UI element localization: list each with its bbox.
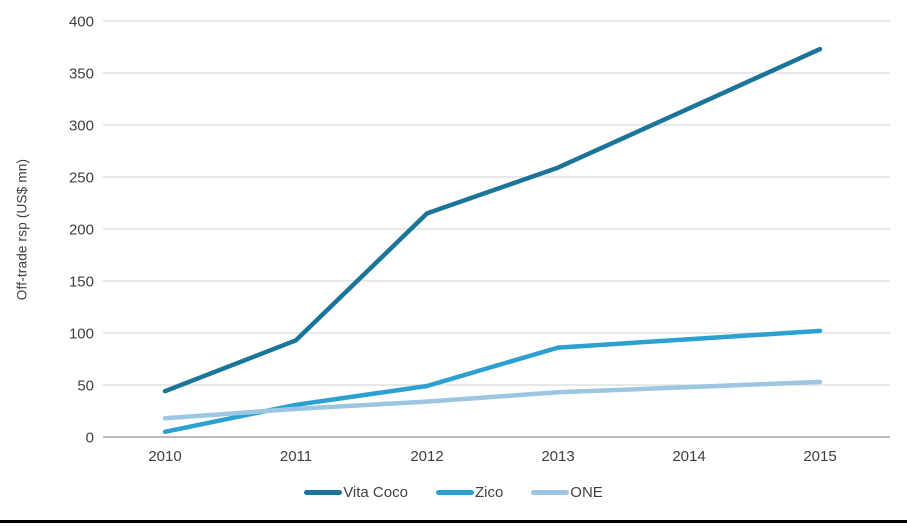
legend-item-zico: Zico [435, 484, 504, 501]
legend: Vita Coco Zico ONE [0, 484, 907, 501]
x-tick-label: 2010 [148, 448, 181, 465]
y-tick-label: 150 [69, 274, 94, 291]
y-tick-label: 50 [77, 378, 94, 395]
y-tick-label: 350 [69, 66, 94, 83]
legend-item-one: ONE [531, 484, 603, 501]
legend-line-icon [531, 490, 570, 495]
bottom-rule [0, 520, 907, 523]
x-tick-label: 2012 [410, 448, 443, 465]
y-tick-label: 100 [69, 326, 94, 343]
chart-svg: 0 50 100 150 200 250 300 350 400 2010 2011 2012 2013… [69, 14, 890, 465]
legend-label: Zico [474, 484, 504, 501]
y-tick-label: 200 [69, 222, 94, 239]
x-tick-label: 2011 [280, 448, 312, 465]
y-axis-title: Off-trade rsp (US$ mn) [14, 158, 30, 301]
legend-line-icon [304, 490, 343, 495]
x-tick-label: 2015 [803, 448, 836, 465]
y-tick-label: 400 [69, 14, 94, 31]
y-tick-label: 0 [86, 430, 94, 447]
x-tick-label: 2013 [541, 448, 574, 465]
series-line-one [162, 379, 823, 421]
series-line-zico [162, 328, 823, 435]
y-tick-label: 300 [69, 118, 94, 135]
legend-label: Vita Coco [343, 484, 408, 501]
legend-item-vita-coco: Vita Coco [304, 484, 408, 501]
series-line-vita-coco [162, 46, 823, 394]
legend-line-icon [435, 490, 474, 495]
x-tick-label: 2014 [672, 448, 705, 465]
y-tick-label: 250 [69, 170, 94, 187]
legend-label: ONE [570, 484, 603, 501]
